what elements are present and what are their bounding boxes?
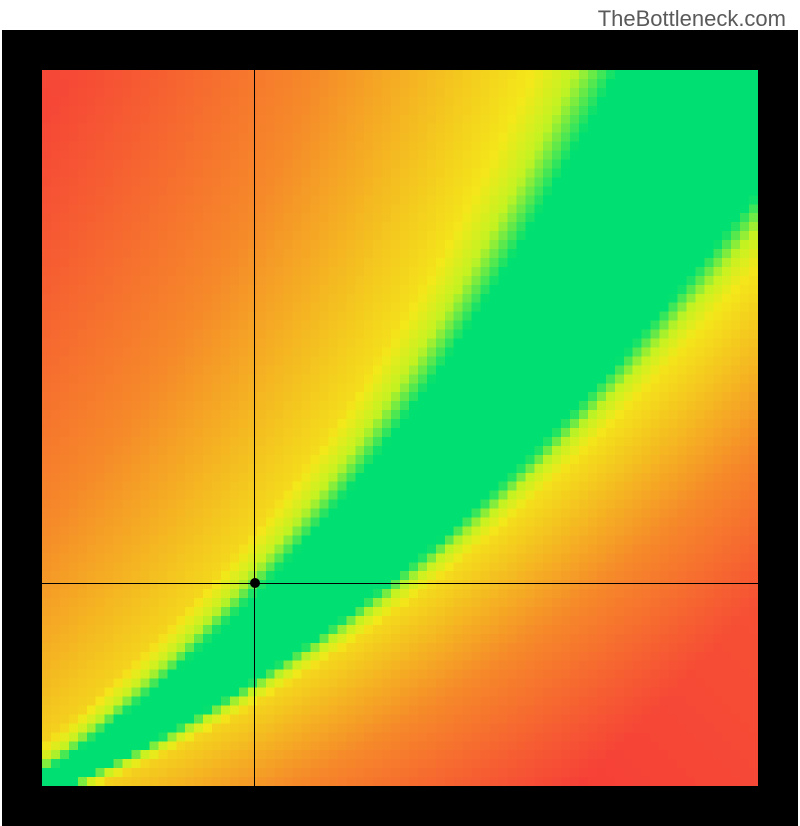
chart-container: TheBottleneck.com [0,0,800,800]
crosshair-vertical-line [254,70,255,786]
crosshair-horizontal-line [42,583,758,584]
heatmap-canvas [42,70,758,786]
crosshair-dot [250,578,260,588]
watermark-text: TheBottleneck.com [598,6,786,32]
heatmap-canvas-wrap [42,70,758,786]
